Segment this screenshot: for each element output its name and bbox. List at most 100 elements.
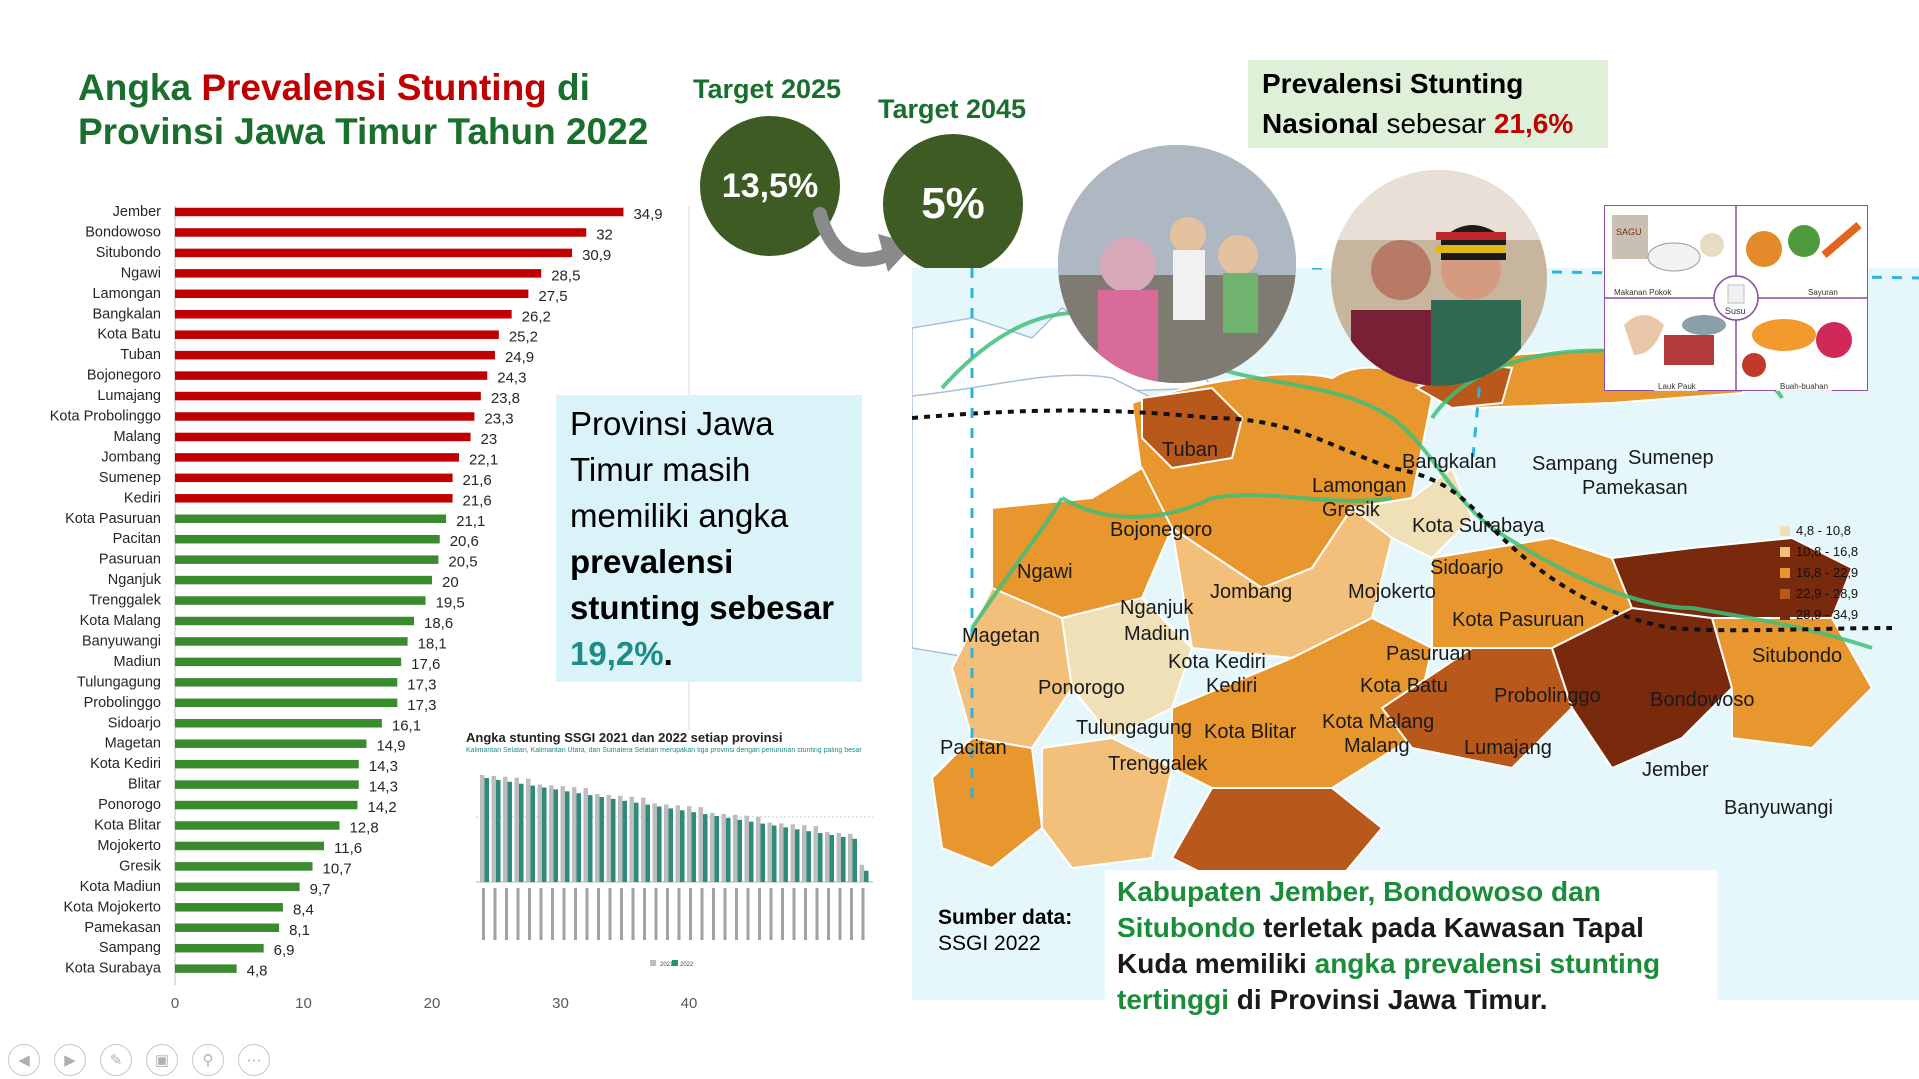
map-label: Pacitan xyxy=(940,737,1007,759)
category-label: Kota Pasuruan xyxy=(65,511,161,527)
mini-bar-2022 xyxy=(772,825,777,882)
mini-bar-2021 xyxy=(629,796,634,882)
slide-nav-bar: ◀ ▶ ✎ ▣ ⚲ ⋯ xyxy=(8,1044,270,1076)
bar xyxy=(175,616,415,626)
mini-tick-label xyxy=(689,888,692,940)
national-line2-normal: sebesar xyxy=(1378,108,1494,139)
mini-tick-label xyxy=(804,888,807,940)
national-line2-bold: Nasional xyxy=(1262,108,1379,139)
kab-green-2: angka prevalensi stunting tertinggi xyxy=(1117,948,1661,1015)
mini-tick-label xyxy=(597,888,600,940)
map-label: Ngawi xyxy=(1017,561,1073,583)
prev-icon[interactable]: ◀ xyxy=(8,1044,40,1076)
bar xyxy=(175,453,459,462)
mini-bar-2022 xyxy=(645,804,650,882)
category-label: Kota Probolinggo xyxy=(50,409,161,425)
value-label: 11,6 xyxy=(334,840,362,857)
map-label: Kota Blitar xyxy=(1204,721,1297,743)
category-label: Madiun xyxy=(113,654,161,670)
region-tuban xyxy=(1141,386,1244,470)
pen-icon[interactable]: ✎ xyxy=(100,1044,132,1076)
bar xyxy=(175,555,439,564)
mini-bar-2021 xyxy=(664,804,669,882)
target-2045-circle: 5% xyxy=(883,134,1023,274)
mini-tick-label xyxy=(620,888,623,940)
title-line2: Provinsi Jawa Timur Tahun 2022 xyxy=(78,111,649,152)
mini-bar-2021 xyxy=(825,832,830,882)
balanced-nutrition-panel: SAGU Makanan Pokok Sayuran Susu Lauk Pau… xyxy=(1603,204,1869,392)
photo-children-measuring-image xyxy=(1058,145,1296,383)
mini-bar-2021 xyxy=(756,816,761,882)
value-label: 23 xyxy=(481,431,498,448)
category-label: Magetan xyxy=(105,736,161,752)
bar xyxy=(175,350,495,360)
next-icon[interactable]: ▶ xyxy=(54,1044,86,1076)
bar xyxy=(175,943,264,953)
railway-line xyxy=(912,408,1893,633)
category-label: Ngawi xyxy=(121,265,161,281)
mini-tick-label xyxy=(677,888,681,940)
info-end: . xyxy=(663,635,673,672)
info-text: Provinsi Jawa Timur masih memiliki angka xyxy=(570,405,789,534)
value-label: 34,9 xyxy=(633,206,662,223)
category-label: Pasuruan xyxy=(99,552,161,568)
mini-bar-2022 xyxy=(576,793,581,882)
mini-bar-2022 xyxy=(553,789,558,882)
value-label: 27,5 xyxy=(538,288,567,305)
mini-bar-2021 xyxy=(583,788,588,882)
value-label: 23,3 xyxy=(484,411,513,428)
mini-bar-2022 xyxy=(542,787,547,882)
map-label: Magetan xyxy=(962,625,1040,647)
kab-text-1: terletak pada Kawasan Tapal Kuda memilik… xyxy=(1117,912,1644,979)
title-highlight: Prevalensi Stunting xyxy=(201,67,547,108)
more-icon[interactable]: ⋯ xyxy=(238,1044,270,1076)
mini-bar-2022 xyxy=(484,778,489,882)
mini-bar-2022 xyxy=(714,816,719,882)
mini-bar-2021 xyxy=(687,806,692,882)
mini-bar-2021 xyxy=(595,794,600,882)
value-label: 22,1 xyxy=(469,451,498,468)
mini-chart-title: Angka stunting SSGI 2021 dan 2022 setiap… xyxy=(466,730,783,745)
map-label: Sidoarjo xyxy=(1430,557,1503,579)
bar xyxy=(175,964,237,973)
value-label: 20,6 xyxy=(450,533,479,550)
info-value: 19,2% xyxy=(570,635,664,672)
mini-tick-label xyxy=(700,888,704,940)
bar xyxy=(175,432,471,442)
category-label: Pamekasan xyxy=(84,920,161,936)
food-groups-illustration: SAGU Makanan Pokok Sayuran Susu Lauk Pau… xyxy=(1603,204,1869,392)
category-label: Blitar xyxy=(128,777,161,793)
mini-legend-swatch xyxy=(650,960,656,966)
mini-tick-label xyxy=(792,888,796,940)
slides-icon[interactable]: ▣ xyxy=(146,1044,178,1076)
legend-swatch xyxy=(1780,526,1790,536)
food-label: Buah-buahan xyxy=(1780,382,1828,391)
mini-tick-label xyxy=(781,888,784,940)
value-label: 30,9 xyxy=(582,247,611,264)
photo-baby-checkup-image xyxy=(1331,170,1547,386)
map-label: Probolinggo xyxy=(1494,685,1601,707)
value-label: 14,3 xyxy=(369,758,398,775)
value-label: 21,6 xyxy=(463,492,492,509)
value-label: 10,7 xyxy=(322,860,351,877)
x-tick-label: 10 xyxy=(295,995,312,1012)
national-prevalence-box: Prevalensi Stunting Nasional sebesar 21,… xyxy=(1248,60,1608,148)
bar xyxy=(175,228,587,237)
category-label: Sidoarjo xyxy=(108,715,161,731)
map-label: Lumajang xyxy=(1464,737,1552,759)
kabupaten-note-box: Kabupaten Jember, Bondowoso dan Situbond… xyxy=(1105,870,1717,1020)
map-label: Pamekasan xyxy=(1582,477,1688,499)
mini-bar-2022 xyxy=(507,781,512,882)
x-tick-label: 30 xyxy=(552,995,569,1012)
value-label: 9,7 xyxy=(310,881,331,898)
map-label: Madiun xyxy=(1124,623,1190,645)
bar xyxy=(175,657,402,667)
mini-legend-2021: 2021 xyxy=(660,962,674,968)
mini-bar-2021 xyxy=(652,803,657,882)
value-label: 19,5 xyxy=(436,595,465,612)
zoom-icon[interactable]: ⚲ xyxy=(192,1044,224,1076)
mini-tick-label xyxy=(666,888,669,940)
mini-tick-label xyxy=(505,888,508,940)
value-label: 25,2 xyxy=(509,329,538,346)
map-label: Bojonegoro xyxy=(1110,519,1212,541)
